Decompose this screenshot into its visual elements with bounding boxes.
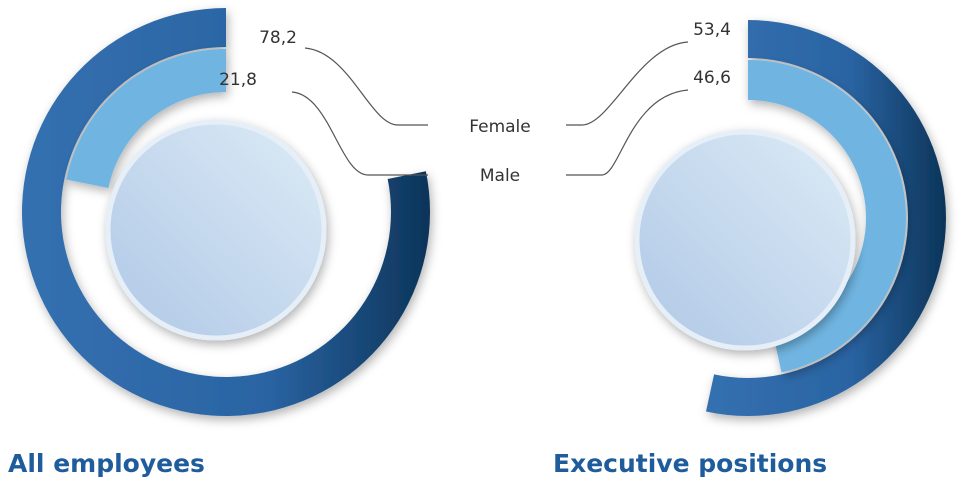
value-label: 21,8 <box>219 70 257 90</box>
leader-line <box>566 41 689 126</box>
chart-title: Executive positions <box>553 449 827 478</box>
legend-label: Female <box>469 117 530 137</box>
center-disk <box>105 119 327 341</box>
radial-bar <box>748 60 906 373</box>
leader-line <box>291 91 428 176</box>
center-disk <box>634 129 856 351</box>
value-label: 78,2 <box>259 28 297 48</box>
leader-line <box>304 47 428 126</box>
marks <box>22 8 946 416</box>
value-label: 46,6 <box>693 68 731 88</box>
radial-bar <box>66 49 226 189</box>
legend-label: Male <box>480 166 520 186</box>
radial-bar <box>706 20 946 416</box>
leader-line <box>566 89 689 176</box>
chart-title: All employees <box>8 449 205 478</box>
value-label: 53,4 <box>693 20 731 40</box>
